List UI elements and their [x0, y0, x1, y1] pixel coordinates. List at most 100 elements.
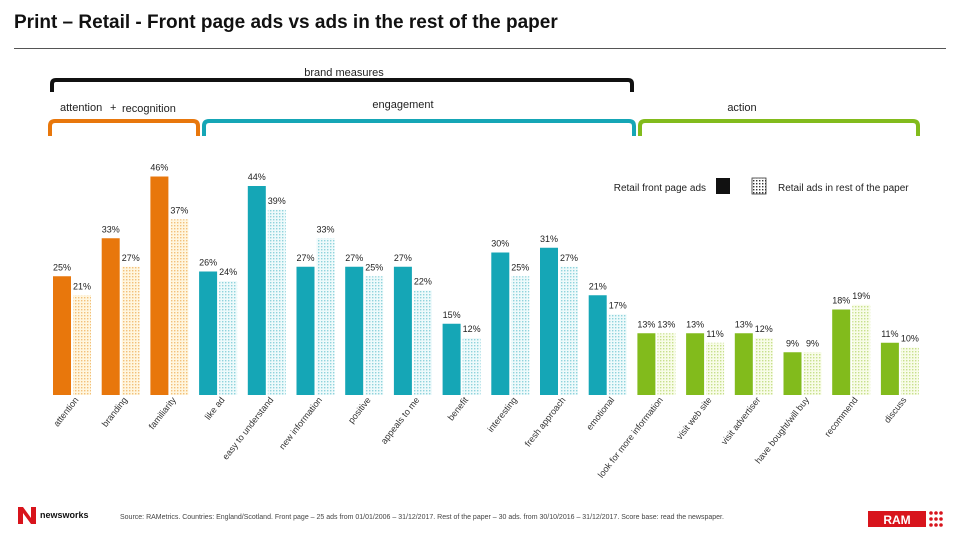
x-label-discuss: discuss: [882, 395, 909, 425]
bar-positive-rest: [365, 276, 384, 395]
x-label-benefit: benefit: [446, 395, 471, 423]
value-label-recommend-front: 18%: [832, 296, 850, 306]
bar-attention-front: [53, 276, 71, 395]
value-label-branding-rest: 27%: [122, 253, 140, 263]
x-label-easy-to-understand: easy to understand: [220, 395, 275, 461]
bar-new-information-rest: [316, 238, 335, 395]
x-label-recommend: recommend: [823, 395, 860, 439]
value-label-appeals-to-me-rest: 22%: [414, 277, 432, 287]
bar-discuss-rest: [900, 347, 919, 395]
page-title: Print – Retail - Front page ads vs ads i…: [14, 12, 558, 33]
value-label-benefit-rest: 12%: [463, 324, 481, 334]
value-label-positive-front: 27%: [345, 253, 363, 263]
value-label-like-ad-front: 26%: [199, 258, 217, 268]
bar-new-information-front: [296, 266, 315, 395]
bar-appeals-to-me-front: [393, 266, 412, 395]
bar-branding-front: [101, 238, 120, 395]
value-label-new-information-rest: 33%: [316, 224, 334, 234]
x-label-fresh-approach: fresh approach: [523, 395, 568, 448]
x-label-interesting: interesting: [485, 395, 518, 434]
bar-visit-advertiser-front: [734, 333, 753, 395]
bar-branding-rest: [121, 266, 140, 395]
bar-have-bought-will-buy-rest: [803, 352, 822, 395]
value-label-have-bought-will-buy-front: 9%: [786, 338, 799, 348]
engagement-label: engagement: [372, 99, 433, 111]
value-label-fresh-approach-rest: 27%: [560, 253, 578, 263]
value-label-easy-to-understand-front: 44%: [248, 172, 266, 182]
value-label-look-for-more-information-rest: 13%: [657, 319, 675, 329]
value-label-interesting-rest: 25%: [511, 262, 529, 272]
bar-fresh-approach-rest: [560, 266, 578, 395]
newsworks-logo: newsworks: [40, 510, 89, 520]
value-label-positive-rest: 25%: [365, 262, 383, 272]
bar-benefit-front: [442, 323, 461, 395]
plus-label: +: [110, 102, 116, 114]
bar-easy-to-understand-front: [247, 186, 266, 395]
value-label-look-for-more-information-front: 13%: [637, 319, 655, 329]
value-label-branding-front: 33%: [102, 224, 120, 234]
bar-look-for-more-information-rest: [657, 333, 676, 395]
brand-bracket: [50, 78, 634, 92]
value-label-visit-web-site-rest: 11%: [706, 329, 723, 339]
bar-positive-front: [345, 266, 364, 395]
bar-fresh-approach-front: [540, 247, 558, 395]
x-label-new-information: new information: [277, 395, 324, 451]
bar-interesting-rest: [511, 276, 530, 395]
title-divider: [14, 48, 946, 49]
bar-familiarity-front: [150, 176, 169, 395]
bars-layer: [53, 176, 919, 395]
action-label: action: [727, 102, 756, 114]
value-label-new-information-front: 27%: [296, 253, 314, 263]
x-label-visit-advertiser: visit advertiser: [719, 395, 762, 446]
bar-recommend-front: [832, 309, 851, 395]
value-label-visit-web-site-front: 13%: [686, 319, 704, 329]
bar-visit-web-site-rest: [706, 342, 725, 395]
legend-front-label: Retail front page ads: [614, 183, 706, 194]
value-label-like-ad-rest: 24%: [219, 267, 237, 277]
bar-discuss-front: [880, 342, 899, 395]
bar-appeals-to-me-rest: [413, 290, 432, 395]
value-label-fresh-approach-front: 31%: [540, 234, 558, 244]
bar-visit-advertiser-rest: [754, 338, 773, 395]
source-footnote: Source: RAMetrics. Countries: England/Sc…: [120, 514, 724, 521]
value-label-attention-front: 25%: [53, 262, 71, 272]
value-label-appeals-to-me-front: 27%: [394, 253, 412, 263]
legend-rest-swatch: [751, 177, 767, 195]
value-label-interesting-front: 30%: [491, 239, 509, 249]
bar-easy-to-understand-rest: [267, 209, 286, 395]
bar-emotional-front: [588, 295, 607, 395]
x-labels-layer: attention branding familiarity like adeasy …: [51, 395, 908, 480]
attention-label: attention: [60, 102, 102, 114]
value-label-familiarity-rest: 37%: [170, 205, 188, 215]
value-labels-layer: 25%21%33%27%46%37%26%24%44%39%27%33%27%2…: [53, 163, 919, 349]
ram-logo-text: RAM: [883, 513, 910, 527]
x-label-familiarity: familiarity: [147, 395, 179, 431]
x-label-branding: branding: [100, 395, 129, 429]
x-label-attention: attention: [51, 395, 80, 428]
x-label-emotional: emotional: [584, 395, 616, 432]
bar-visit-web-site-front: [686, 333, 705, 395]
value-label-benefit-front: 15%: [443, 310, 461, 320]
value-label-familiarity-front: 46%: [150, 163, 168, 173]
x-label-have-bought-will-buy: have bought/will buy: [753, 395, 811, 466]
value-label-emotional-front: 21%: [589, 281, 607, 291]
value-label-recommend-rest: 19%: [852, 291, 870, 301]
bar-look-for-more-information-front: [637, 333, 656, 395]
x-label-positive: positive: [346, 395, 373, 425]
value-label-have-bought-will-buy-rest: 9%: [806, 338, 819, 348]
x-label-appeals-to-me: appeals to me: [379, 395, 422, 446]
engagement-bracket: [202, 119, 636, 136]
action-bracket: [638, 119, 920, 136]
bar-interesting-front: [491, 252, 510, 395]
bar-like-ad-rest: [219, 281, 238, 395]
x-label-like-ad: like ad: [203, 395, 227, 422]
value-label-visit-advertiser-front: 13%: [735, 319, 753, 329]
bar-familiarity-rest: [170, 219, 189, 395]
value-label-discuss-front: 11%: [881, 329, 898, 339]
value-label-emotional-rest: 17%: [609, 300, 627, 310]
ram-logo-icon: RAM: [868, 511, 943, 527]
value-label-discuss-rest: 10%: [901, 334, 919, 344]
value-label-easy-to-understand-rest: 39%: [268, 196, 286, 206]
newsworks-logo-icon: [18, 507, 36, 524]
bar-attention-rest: [73, 295, 91, 395]
